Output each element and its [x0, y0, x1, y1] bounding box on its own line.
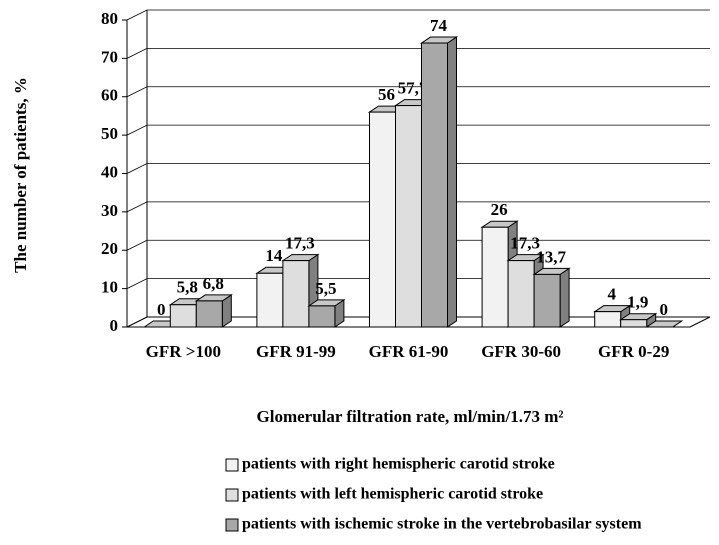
data-label: 0	[659, 300, 668, 319]
data-label: 57,7	[398, 78, 428, 97]
grid-line	[126, 163, 710, 174]
data-label: 4	[607, 285, 616, 304]
bar	[507, 260, 535, 328]
grid-line	[126, 124, 710, 136]
data-label: 13,7	[536, 247, 566, 266]
x-tick-label: GFR 30-60	[481, 342, 561, 361]
data-label: 0	[157, 300, 166, 319]
bar	[533, 273, 561, 328]
y-axis-title: The number of patients, %	[11, 77, 30, 273]
data-label: 17,3	[510, 234, 540, 253]
legend-swatch	[225, 518, 239, 532]
data-label: 5,8	[177, 278, 198, 297]
grid-line	[126, 9, 710, 21]
y-tick-label: 80	[101, 9, 118, 28]
y-tick-label: 60	[101, 86, 118, 105]
bar	[169, 304, 197, 328]
data-label: 74	[430, 16, 448, 35]
y-tick-label: 50	[101, 124, 118, 143]
legend-label: patients with ischemic stroke in the ver…	[242, 516, 642, 533]
grid-line	[126, 47, 710, 59]
bar	[195, 300, 223, 328]
bar	[369, 111, 396, 328]
grid-line	[126, 86, 710, 98]
grid-line	[126, 239, 710, 251]
x-tick-label: GFR 61-90	[369, 342, 449, 361]
legend-swatch	[225, 488, 239, 502]
y-tick-label: 40	[101, 162, 118, 181]
bar-side	[447, 36, 457, 328]
grid-line	[126, 201, 710, 213]
data-label: 26	[491, 200, 508, 219]
bar-side	[559, 267, 570, 328]
y-tick-label: 70	[101, 47, 118, 66]
y-tick-label: 30	[101, 201, 118, 220]
legend-label: patients with left hemispheric carotid s…	[242, 486, 543, 503]
x-tick-label: GFR 0-29	[598, 342, 669, 361]
bar-top	[645, 320, 684, 328]
x-tick-label: GFR 91-99	[256, 342, 336, 361]
bar	[620, 319, 648, 328]
x-tick-label: GFR >100	[146, 342, 221, 361]
data-label: 6,8	[203, 274, 224, 293]
bar	[282, 260, 310, 328]
bar	[421, 42, 448, 328]
bar	[395, 105, 422, 328]
data-label: 56	[378, 85, 395, 104]
y-tick-label: 10	[101, 278, 118, 297]
data-label: 1,9	[627, 293, 648, 312]
data-label: 17,3	[285, 234, 315, 253]
y-tick-label: 0	[110, 316, 119, 335]
legend-label: patients with right hemispheric carotid …	[242, 456, 555, 473]
legend-swatch	[225, 458, 239, 472]
y-tick-label: 20	[101, 239, 118, 258]
x-axis-title: Glomerular filtration rate, ml/min/1.73 …	[257, 407, 564, 426]
bar	[481, 226, 509, 328]
bar	[256, 272, 284, 328]
data-label: 5,5	[315, 279, 336, 298]
bar	[308, 305, 336, 328]
data-label: 14	[265, 246, 283, 265]
bar	[594, 311, 622, 328]
